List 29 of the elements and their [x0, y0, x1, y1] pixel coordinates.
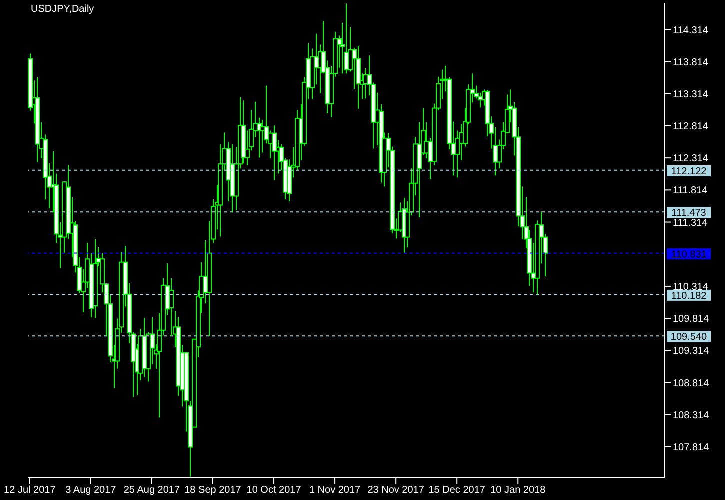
x-tick-label: 10 Jan 2018 [490, 485, 546, 496]
x-tick-label: 1 Nov 2017 [309, 485, 362, 496]
y-tick-label: 112.814 [673, 122, 709, 133]
y-tick-label: 109.314 [673, 346, 710, 358]
x-tick-label: 12 Jul 2017 [4, 485, 56, 496]
ref-line-label: 110.182 [671, 290, 708, 302]
y-tick-label: 112.314 [673, 154, 709, 165]
ref-line-label: 112.122 [671, 166, 708, 178]
x-tick-label: 25 Aug 2017 [124, 485, 180, 496]
x-tick-label: 23 Nov 2017 [368, 485, 425, 496]
y-tick-label: 113.814 [673, 57, 709, 68]
y-tick-label: 114.314 [673, 25, 709, 36]
candlestick [272, 125, 277, 181]
ref-line-label: 109.540 [670, 332, 708, 344]
candlestick [169, 278, 174, 336]
y-tick-label: 107.814 [673, 442, 710, 454]
ref-line-label: 111.473 [672, 208, 707, 220]
y-tick-label: 108.314 [673, 410, 710, 422]
x-tick-label: 10 Oct 2017 [246, 485, 302, 496]
y-tick-label: 108.814 [673, 378, 710, 390]
x-tick-label: 3 Aug 2017 [66, 485, 117, 496]
chart-title: USDJPY,Daily [31, 4, 94, 15]
y-tick-label: 111.814 [673, 186, 708, 197]
y-tick-label: 111.314 [673, 218, 708, 229]
y-tick-label: 113.314 [673, 89, 709, 100]
x-tick-label: 18 Sep 2017 [184, 485, 242, 496]
ref-line-label: 110.831 [671, 249, 708, 260]
x-tick-label: 15 Dec 2017 [428, 485, 486, 496]
y-tick-label: 109.814 [673, 314, 710, 326]
